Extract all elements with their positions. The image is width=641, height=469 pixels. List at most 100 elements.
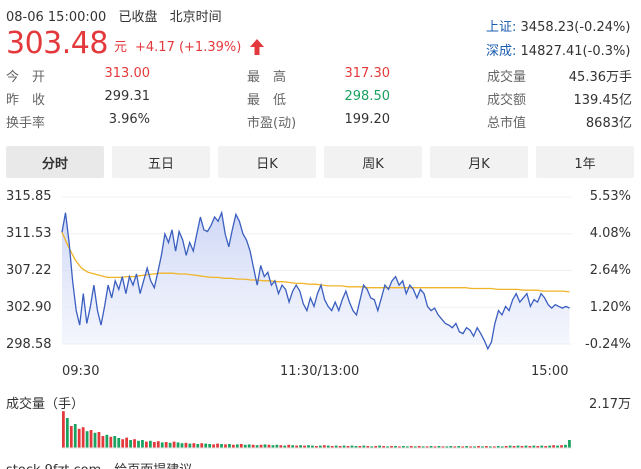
volume-bar: [409, 446, 413, 448]
volume-bar: [247, 444, 251, 448]
volume-bar: [137, 440, 140, 448]
volume-bar: [540, 445, 544, 448]
volume-bar: [322, 445, 326, 448]
volume-bar: [152, 442, 156, 448]
tab-five-day[interactable]: 五日: [112, 146, 210, 178]
volume-bar: [342, 445, 346, 448]
volume-bar: [148, 440, 152, 448]
volume-bar: [239, 444, 243, 448]
stat-amount-label: 成交额: [487, 93, 527, 108]
volume-bar: [382, 446, 385, 448]
volume-bar: [117, 438, 121, 448]
volume-bar: [251, 444, 255, 448]
x-tick: 15:00: [531, 364, 569, 379]
volume-bar: [129, 440, 132, 448]
volume-bar: [560, 445, 563, 448]
volume-bar: [69, 426, 73, 448]
volume-bar: [224, 444, 227, 448]
volume-bar: [402, 446, 405, 448]
volume-bar: [429, 446, 433, 448]
volume-bar: [105, 434, 109, 448]
volume-bar: [216, 443, 219, 448]
volume-bar: [445, 446, 449, 448]
tab-weekly-k[interactable]: 周K: [324, 146, 422, 178]
volume-bar: [291, 445, 295, 448]
volume-bar: [315, 446, 318, 448]
stat-market-cap-value: 8683亿: [585, 116, 632, 131]
volume-bar: [81, 427, 85, 448]
volume-bar: [232, 444, 235, 448]
volume-bar: [473, 446, 476, 448]
volume-bar: [354, 446, 358, 448]
volume-bar: [176, 442, 180, 448]
volume-bar: [504, 446, 508, 448]
stat-high-value: 317.30: [344, 66, 391, 81]
volume-bar: [172, 441, 176, 448]
volume-bar: [275, 444, 279, 448]
volume-bar: [334, 445, 338, 448]
volume-bar: [208, 444, 212, 448]
volume-bar: [62, 411, 65, 448]
volume-bar: [374, 446, 378, 448]
volume-bar: [168, 442, 172, 448]
volume-bar: [255, 445, 259, 448]
stat-volume-label: 成交量: [487, 70, 527, 85]
volume-bar: [350, 445, 354, 448]
volume-bar: [212, 444, 215, 448]
volume-bar: [307, 445, 310, 448]
stat-pe-label: 市盈(动): [247, 116, 297, 131]
current-price: 303.48: [6, 26, 108, 61]
y-tick-right: 2.64%: [589, 263, 631, 278]
volume-bar: [180, 443, 184, 448]
price-unit: 元: [113, 40, 127, 55]
stat-prev-close-label: 昨 收: [6, 93, 46, 108]
volume-bar: [358, 446, 362, 448]
quote-datetime-line: 08-06 15:00:00 已收盘 北京时间: [6, 6, 222, 25]
y-tick-right: -0.24%: [585, 337, 631, 352]
volume-bar: [93, 432, 97, 448]
index-shenzhen[interactable]: 深成: 14827.41(-0.3%): [486, 40, 630, 59]
volume-bar: [283, 445, 287, 448]
timezone-label: 北京时间: [169, 10, 222, 25]
volume-bar: [488, 446, 492, 448]
tab-one-year[interactable]: 1年: [536, 146, 634, 178]
stat-amount-value: 139.45亿: [573, 93, 633, 108]
volume-bar: [524, 445, 528, 448]
volume-bar: [544, 446, 548, 448]
stat-pe-value: 199.20: [344, 112, 391, 127]
tab-monthly-k[interactable]: 月K: [430, 146, 528, 178]
volume-bar: [113, 436, 117, 448]
volume-bar: [394, 446, 397, 448]
volume-bar: [228, 444, 231, 448]
volume-bar: [338, 446, 342, 448]
footer-text[interactable]: stock.9fzt.com 给页面提建议: [6, 459, 192, 469]
volume-bar: [370, 446, 374, 448]
volume-bar: [417, 446, 421, 448]
volume-bar: [492, 446, 496, 448]
volume-bar: [145, 441, 148, 448]
tab-intraday[interactable]: 分时: [6, 146, 104, 178]
volume-bar: [552, 445, 555, 448]
volume-bar: [133, 439, 136, 448]
stat-low-value: 298.50: [344, 89, 391, 104]
stat-market-cap-label: 总市值: [487, 116, 527, 131]
stat-prev-close-value: 299.31: [104, 89, 151, 104]
volume-bar: [449, 446, 453, 448]
volume-bar: [564, 444, 567, 448]
stat-low-label: 最 低: [247, 93, 287, 108]
index-shanghai[interactable]: 上证: 3458.23(-0.24%): [486, 16, 630, 35]
volume-bar: [97, 432, 101, 448]
index-value: 14827.41(-0.3%): [520, 44, 631, 59]
volume-bar: [556, 445, 559, 448]
price-change: +4.17 (+1.39%): [135, 40, 242, 55]
volume-bar: [346, 446, 350, 448]
up-arrow-icon: [250, 39, 265, 55]
volume-bar: [433, 446, 437, 448]
volume-bar: [516, 445, 520, 448]
tab-daily-k[interactable]: 日K: [218, 146, 316, 178]
volume-bar: [299, 445, 302, 448]
stat-turnover-value: 3.96%: [108, 112, 150, 127]
price-line: [61, 210, 570, 351]
